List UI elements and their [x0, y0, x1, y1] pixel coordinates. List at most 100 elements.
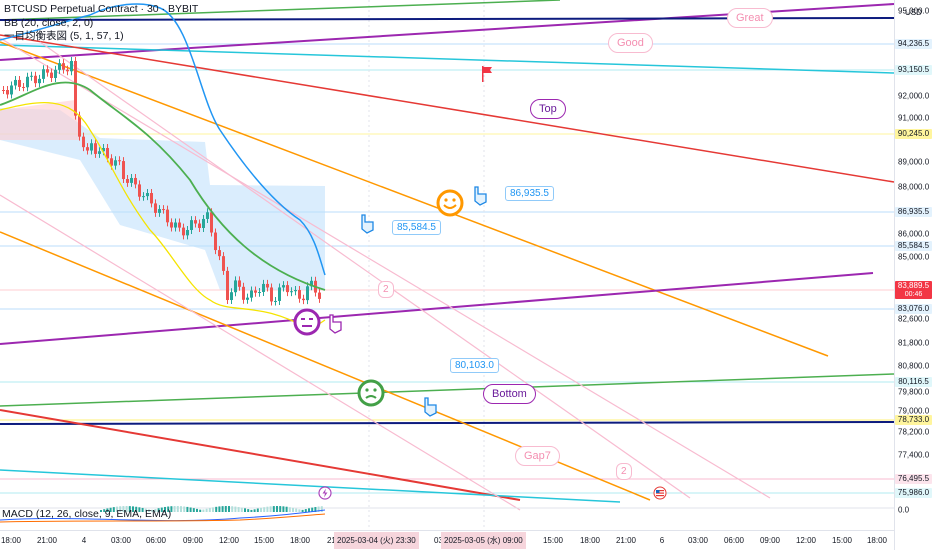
macd-histogram-bar [192, 508, 195, 512]
base-line [0, 81, 326, 291]
price-level-badge[interactable]: 86,935.5 [895, 207, 932, 217]
ichimoku-cloud-bear [0, 100, 80, 140]
macd-histogram-bar [160, 507, 163, 512]
candle-body [246, 297, 249, 300]
candle-body [6, 90, 9, 95]
ichimoku-legend[interactable]: 一目均衡表図 (5, 1, 57, 1) [4, 30, 124, 42]
macd-histogram-bar [148, 509, 150, 512]
macd-histogram-bar [221, 506, 224, 512]
price-callout-2[interactable]: 86,935.5 [505, 186, 554, 201]
price-level-badge[interactable]: 90,245.0 [895, 129, 932, 139]
candle-body [130, 177, 133, 183]
macd-histogram-bar [125, 506, 128, 512]
macd-histogram-bar [208, 508, 211, 512]
pointing-hand-icon[interactable] [358, 213, 376, 235]
macd-histogram-bar [308, 508, 310, 512]
pointing-hand-icon[interactable] [421, 396, 439, 418]
pointing-hand-icon[interactable] [326, 313, 344, 335]
macd-histogram-bar [256, 508, 259, 512]
macd-histogram-bar [253, 509, 256, 512]
happy-face-icon[interactable] [436, 189, 464, 217]
price-level-badge[interactable]: 85,584.5 [895, 241, 932, 251]
marker-number-2b[interactable]: 2 [616, 463, 632, 480]
macd-histogram-bar [215, 506, 218, 512]
symbol-legend[interactable]: BTCUSD Perpetual Contract · 30 · BYBIT [4, 3, 199, 15]
price-level-badge[interactable]: 83,076.0 [895, 304, 932, 314]
candle-body [94, 143, 97, 154]
price-tick: 80,800.0 [898, 361, 930, 371]
candle-body [290, 291, 293, 293]
macd-histogram-bar [119, 506, 122, 512]
macd-histogram-bar [288, 507, 291, 512]
price-callout-3[interactable]: 80,103.0 [450, 358, 499, 373]
candle-body [98, 151, 101, 154]
price-callout-1[interactable]: 85,584.5 [392, 220, 441, 235]
trend-line [0, 272, 874, 345]
price-level-badge[interactable]: 78,733.0 [895, 415, 932, 425]
good-label[interactable]: Good [608, 33, 653, 53]
price-tick: 79,800.0 [898, 387, 930, 397]
price-level-badge[interactable]: 76,495.5 [895, 474, 932, 484]
candle-body [118, 160, 121, 162]
currency-label: USD [905, 8, 922, 17]
macd-histogram-bar [138, 507, 141, 512]
macd-histogram-bar [247, 509, 250, 512]
macd-histogram-bar [285, 506, 288, 512]
time-tick: 15:00 [542, 536, 564, 545]
price-tick: 79,000.0 [898, 406, 930, 416]
macd-histogram-bar [228, 506, 230, 512]
candle-body [154, 203, 157, 213]
macd-histogram-bar [167, 506, 170, 512]
price-level-badge[interactable]: 80,116.5 [895, 377, 932, 387]
candle-body [234, 280, 237, 293]
time-tick: 18:00 [289, 536, 311, 545]
price-level-badge[interactable]: 93,150.5 [895, 65, 932, 75]
candle-body [210, 212, 213, 233]
trend-line [0, 37, 771, 499]
marker-number-2[interactable]: 2 [378, 281, 394, 298]
macd-histogram-bar [320, 506, 323, 512]
candle-body [58, 63, 61, 70]
candle-body [114, 160, 117, 166]
candle-body [182, 227, 185, 236]
candle-body [74, 60, 77, 116]
macd-histogram-bar [135, 506, 138, 512]
time-axis[interactable]: 18:00 21:00 4 03:00 06:00 09:00 12:00 15:00 18:0… [0, 530, 894, 550]
candle-body [90, 143, 93, 151]
price-level-badge[interactable]: 83,889.5 00:46 [895, 281, 932, 299]
time-tick: 03:00 [110, 536, 132, 545]
candle-body [190, 220, 193, 230]
price-axis[interactable]: USD 95,000.0 92,000.0 91,000.0 89,000.0 88,0… [894, 0, 932, 550]
time-tick: 18:00 [866, 536, 888, 545]
bb-legend[interactable]: BB (20, close, 2, 0) [4, 17, 94, 29]
candle-body [70, 60, 73, 72]
macd-legend[interactable]: MACD (12, 26, close, 9, EMA, EMA) [2, 508, 172, 520]
price-tick: 85,000.0 [898, 252, 930, 262]
candle-body [174, 222, 177, 228]
us-flag-icon[interactable] [653, 486, 667, 500]
gap-label[interactable]: Gap7 [515, 446, 560, 466]
lightning-icon[interactable] [318, 486, 332, 500]
macd-histogram-bar [317, 506, 320, 512]
candle-body [310, 280, 313, 287]
conversion-line [0, 102, 326, 331]
price-level-badge[interactable]: 94,236.5 [895, 39, 932, 49]
pointing-hand-icon[interactable] [471, 185, 489, 207]
flag-icon[interactable] [482, 66, 492, 82]
candle-body [266, 283, 269, 288]
neutral-face-icon[interactable] [293, 308, 321, 336]
top-label[interactable]: Top [530, 99, 566, 119]
bottom-label[interactable]: Bottom [483, 384, 536, 404]
price-tick: 91,000.0 [898, 113, 930, 123]
time-tick: 12:00 [218, 536, 240, 545]
green-face-icon[interactable] [357, 379, 385, 407]
great-label[interactable]: Great [727, 8, 773, 28]
time-tick: 18:00 [0, 536, 22, 545]
candle-body [30, 75, 33, 77]
macd-histogram-bar [244, 508, 246, 512]
bollinger-upper-line [0, 3, 326, 276]
candle-body [82, 136, 85, 148]
price-level-badge[interactable]: 75,986.0 [895, 488, 932, 498]
